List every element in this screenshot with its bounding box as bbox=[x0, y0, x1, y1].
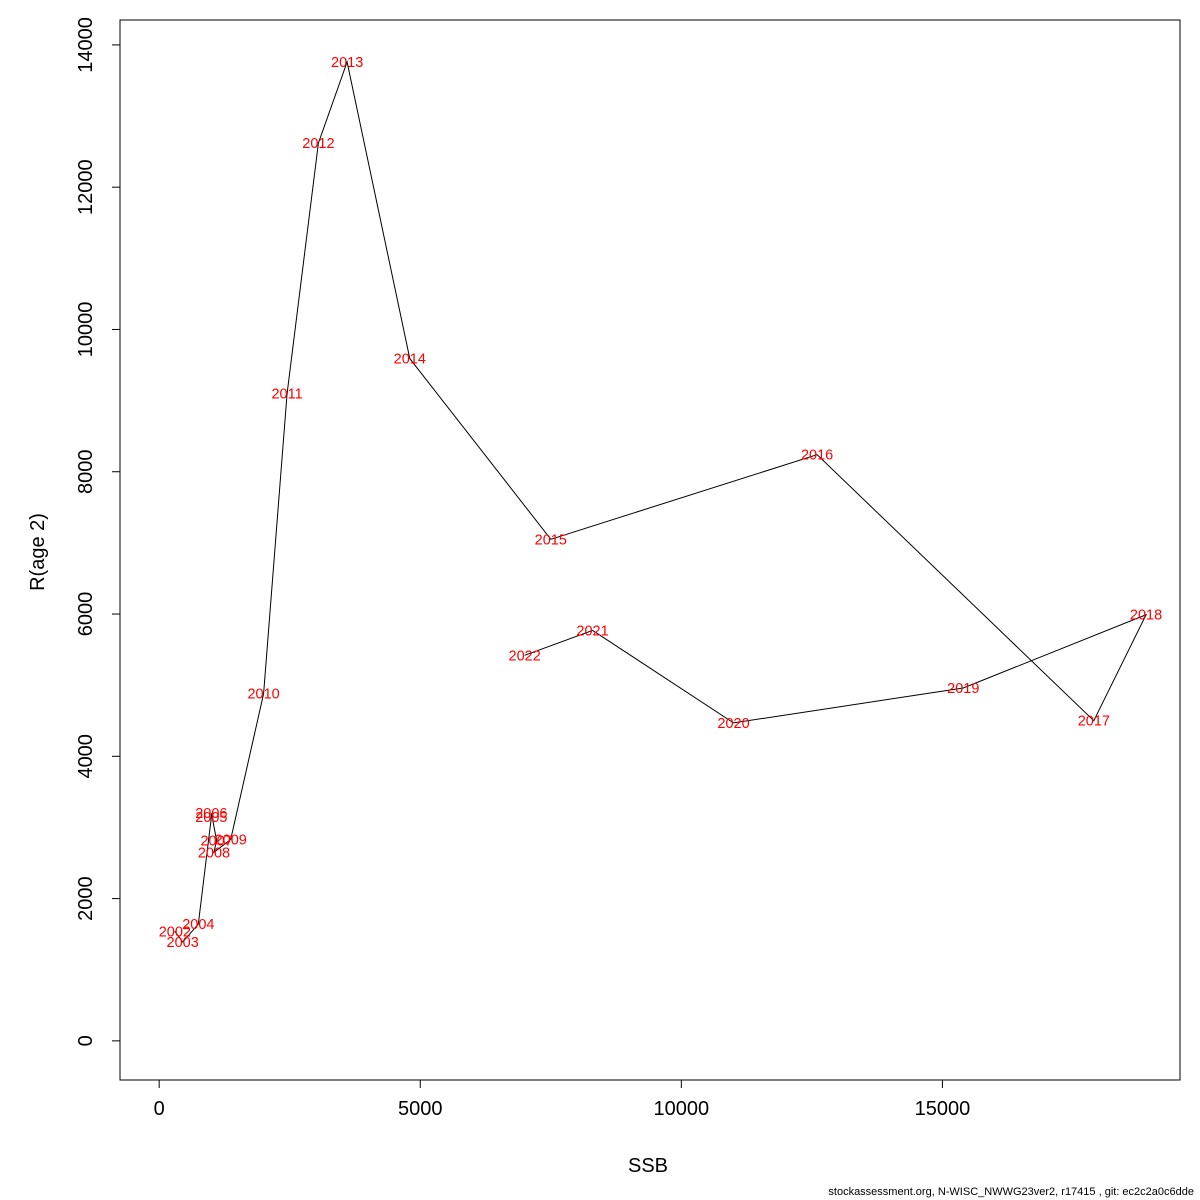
x-tick-label: 15000 bbox=[915, 1098, 971, 1120]
y-tick-label: 6000 bbox=[75, 592, 97, 637]
year-label-2019: 2019 bbox=[947, 681, 979, 697]
y-tick-label: 2000 bbox=[75, 876, 97, 921]
recruitment-ssb-line bbox=[174, 60, 1148, 943]
year-label-2012: 2012 bbox=[302, 136, 334, 152]
footer-credit: stockassessment.org, N-WISC_NWWG23ver2, … bbox=[828, 1186, 1194, 1198]
year-label-2013: 2013 bbox=[331, 55, 363, 71]
plot-frame bbox=[119, 19, 1181, 1081]
year-label-2008: 2008 bbox=[198, 845, 230, 861]
y-tick-label: 12000 bbox=[75, 159, 97, 215]
year-label-2002: 2002 bbox=[159, 924, 191, 940]
year-label-2020: 2020 bbox=[717, 716, 749, 732]
year-label-2018: 2018 bbox=[1130, 608, 1162, 624]
year-label-2004: 2004 bbox=[182, 917, 214, 933]
x-axis-title: SSB bbox=[628, 1155, 668, 1177]
year-label-2022: 2022 bbox=[509, 648, 541, 664]
x-axis: 0 5000 10000 15000 bbox=[154, 1079, 971, 1120]
y-axis-title: R(age 2) bbox=[27, 513, 49, 591]
x-tick-label: 10000 bbox=[654, 1098, 710, 1120]
year-label-2005: 2005 bbox=[195, 810, 227, 826]
year-label-2009: 2009 bbox=[215, 833, 247, 849]
year-label-2003: 2003 bbox=[167, 935, 199, 951]
year-label-2015: 2015 bbox=[535, 532, 567, 548]
y-tick-label: 8000 bbox=[75, 449, 97, 494]
year-label-2014: 2014 bbox=[394, 352, 426, 368]
year-label-2021: 2021 bbox=[576, 623, 608, 639]
y-tick-label: 0 bbox=[75, 1035, 97, 1046]
year-label-2007: 2007 bbox=[200, 833, 232, 849]
year-label-2010: 2010 bbox=[247, 687, 279, 703]
year-label-2006: 2006 bbox=[195, 806, 227, 822]
y-tick-label: 4000 bbox=[75, 734, 97, 779]
year-label-2017: 2017 bbox=[1078, 714, 1110, 730]
x-tick-label: 5000 bbox=[398, 1098, 443, 1120]
year-label-2011: 2011 bbox=[271, 386, 302, 402]
year-label-2016: 2016 bbox=[801, 448, 833, 464]
y-tick-label: 14000 bbox=[75, 17, 97, 73]
y-tick-label: 10000 bbox=[75, 302, 97, 358]
y-axis: 0 2000 4000 6000 8000 10000 12000 14000 bbox=[75, 17, 121, 1046]
x-tick-label: 0 bbox=[154, 1098, 165, 1120]
